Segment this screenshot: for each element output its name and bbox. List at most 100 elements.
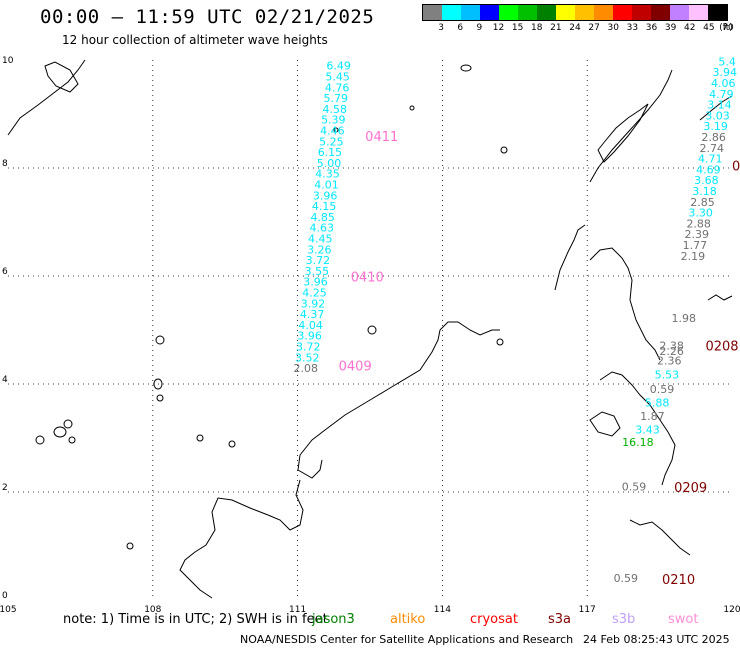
- wave-height-label: 3.19: [703, 120, 728, 133]
- map-subtitle: 12 hour collection of altimeter wave hei…: [62, 33, 328, 47]
- longitude-label: 111: [289, 605, 306, 615]
- coastline: [589, 69, 673, 183]
- longitude-label: 108: [144, 605, 161, 615]
- coastline: [267, 479, 304, 531]
- legend-swatch: [461, 5, 480, 20]
- wave-height-label: 6.49: [326, 60, 351, 73]
- wave-height-label: 4.79: [709, 88, 734, 101]
- map-title: 00:00 – 11:59 UTC 02/21/2025: [40, 6, 375, 28]
- wave-height-label: 0.59: [650, 383, 675, 396]
- legend-swatch: [442, 5, 461, 20]
- coastline: [44, 61, 79, 93]
- wave-height-label: 3.96: [303, 276, 328, 289]
- satellite-name: cryosat: [470, 612, 518, 627]
- wave-height-label: 5.88: [645, 397, 670, 410]
- wave-height-label: 4.46: [320, 125, 345, 138]
- legend-tick-label: 12: [492, 23, 505, 33]
- coastline: [297, 454, 323, 479]
- legend-swatch: [423, 5, 442, 20]
- wave-height-label: 5.39: [321, 114, 346, 127]
- legend-swatch: [632, 5, 651, 20]
- wave-height-label: 1.98: [671, 312, 696, 325]
- pass-id-label: 0210: [662, 573, 695, 588]
- wave-height-label: 4.76: [325, 81, 350, 94]
- latitude-label: 10: [2, 56, 14, 66]
- coastline: [589, 411, 621, 437]
- wave-height-label: 2.38: [659, 339, 684, 352]
- island: [367, 325, 377, 335]
- wave-height-label: 2.88: [686, 217, 711, 230]
- wave-height-label: 4.35: [315, 168, 340, 181]
- wave-height-label: 5.4: [718, 55, 736, 68]
- legend-swatch: [480, 5, 499, 20]
- coastline: [589, 247, 661, 361]
- island: [53, 426, 67, 438]
- wave-height-label: 3.03: [705, 109, 730, 122]
- footer-credit: NOAA/NESDIS Center for Satellite Applica…: [240, 633, 574, 646]
- satellite-name: swot: [668, 612, 699, 627]
- note-text: note: 1) Time is in UTC; 2) SWH is in fe…: [63, 612, 328, 627]
- wave-height-label: 3.68: [694, 174, 719, 187]
- coastline: [7, 59, 86, 136]
- coastline: [707, 294, 733, 301]
- legend-tick-label: 21: [550, 23, 562, 33]
- wave-height-label: 1.87: [640, 410, 665, 423]
- island: [196, 434, 204, 442]
- coastline: [599, 371, 676, 486]
- wave-height-label: 4.71: [698, 153, 723, 166]
- pass-id-label: 0409: [339, 360, 372, 375]
- wave-height-label: 3.55: [305, 265, 330, 278]
- island: [68, 436, 76, 444]
- legend-swatch: [556, 5, 575, 20]
- wave-height-label: 2.26: [659, 345, 684, 358]
- legend-swatch: [499, 5, 518, 20]
- wave-height-label: 3.72: [306, 254, 331, 267]
- legend-ticks: 3 6 9 12 15 18 21 24 27 30 33 36 39 42 45 70 (ft): [422, 21, 733, 35]
- legend-tick-label: 24: [569, 23, 581, 33]
- wave-height-label: 3.92: [301, 297, 326, 310]
- footer-timestamp: 24 Feb 08:25:43 UTC 2025: [583, 633, 730, 646]
- wave-height-label: 3.72: [296, 341, 321, 354]
- wave-height-label: 4.06: [711, 77, 736, 90]
- wave-height-label: 2.85: [690, 196, 715, 209]
- island: [63, 419, 73, 429]
- wave-height-label: 0.59: [614, 572, 639, 585]
- legend-unit: (ft): [719, 23, 733, 33]
- coastline: [179, 497, 269, 599]
- wave-height-label: 4.01: [314, 179, 339, 192]
- legend-swatch: [594, 5, 613, 20]
- wave-height-label: 5.53: [655, 369, 680, 382]
- island: [156, 394, 164, 402]
- wave-height-label: 4.85: [310, 211, 335, 224]
- latitude-label: 0: [2, 591, 8, 601]
- longitude-label: 117: [579, 605, 596, 615]
- island: [333, 127, 339, 133]
- legend-tick-label: 6: [457, 23, 464, 33]
- satellite-name: altiko: [390, 612, 426, 627]
- legend-swatch: [708, 5, 727, 20]
- longitude-label: 114: [434, 605, 451, 615]
- latitude-label: 4: [2, 375, 8, 385]
- wave-height-label: 3.96: [313, 189, 338, 202]
- wave-height-label: 2.08: [294, 362, 319, 375]
- wave-height-label: 4.45: [308, 233, 333, 246]
- wave-height-label: 2.36: [657, 355, 682, 368]
- wave-height-label: 3.43: [635, 424, 660, 437]
- wave-height-label: 5.79: [323, 92, 348, 105]
- pass-id-label: 0208: [705, 340, 738, 355]
- wave-height-label: 1.77: [683, 239, 708, 252]
- legend-tick-label: 15: [511, 23, 524, 33]
- island: [155, 335, 165, 345]
- wave-height-label: 3.52: [295, 351, 320, 364]
- legend-tick-label: 30: [607, 23, 619, 33]
- wave-height-label: 4.69: [696, 163, 721, 176]
- wave-height-label: 6.15: [318, 146, 343, 159]
- pass-id-label: 0411: [365, 130, 398, 145]
- wave-height-label: 5.00: [317, 157, 342, 170]
- wave-height-label: 4.25: [302, 287, 327, 300]
- island: [500, 146, 508, 154]
- latitude-label: 6: [2, 267, 8, 277]
- island: [126, 542, 134, 550]
- wave-height-label: 16.18: [622, 436, 654, 449]
